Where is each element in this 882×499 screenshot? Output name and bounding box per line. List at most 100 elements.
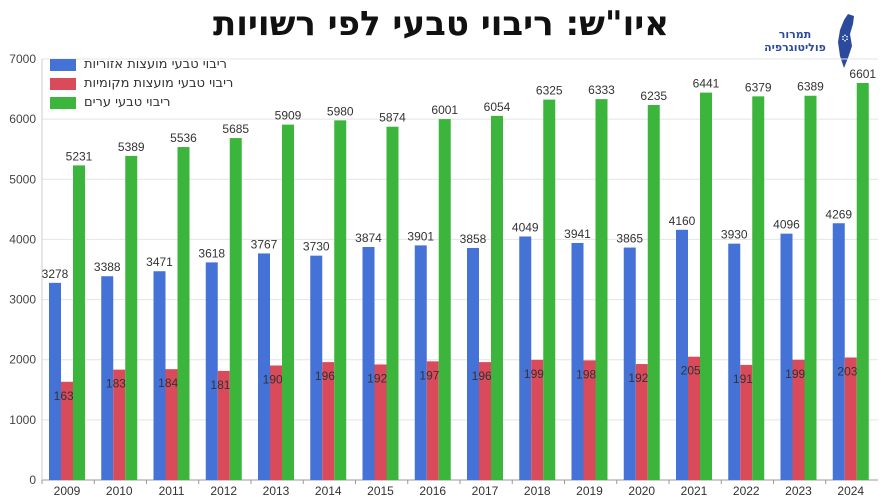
legend-swatch <box>50 77 76 90</box>
x-tick-label: 2023 <box>785 484 812 498</box>
bar <box>804 95 817 480</box>
bar <box>571 242 584 480</box>
data-label: 6441 <box>693 77 720 91</box>
bar <box>491 115 503 480</box>
bar <box>543 99 556 480</box>
page-title: איו"ש: ריבוי טבעי לפי רשויות <box>212 4 670 44</box>
bar <box>153 271 166 480</box>
data-label: 3941 <box>564 227 591 241</box>
bar <box>217 370 230 480</box>
bar <box>229 138 242 480</box>
data-label: 6379 <box>745 80 772 94</box>
bar <box>270 365 282 480</box>
y-tick-label: 5000 <box>9 172 36 186</box>
data-label: 5231 <box>66 149 93 163</box>
bar <box>856 82 869 480</box>
bar <box>623 247 636 480</box>
logo-text: תמרור פוליטוגרפיה <box>754 28 836 54</box>
bar <box>205 262 218 480</box>
y-tick-label: 2000 <box>9 353 36 367</box>
data-label: 5685 <box>222 122 249 136</box>
x-tick-label: 2024 <box>837 484 864 498</box>
data-label: 4160 <box>669 214 696 228</box>
logo-line-2: פוליטוגרפיה <box>764 41 826 54</box>
x-tick-label: 2021 <box>681 484 708 498</box>
data-label: 4049 <box>512 220 539 234</box>
x-tick-label: 2019 <box>576 484 603 498</box>
bar <box>101 276 114 480</box>
x-tick-label: 2020 <box>628 484 655 498</box>
data-label: 3865 <box>616 232 643 246</box>
bar <box>49 282 61 480</box>
bar <box>531 359 544 480</box>
data-label: 5909 <box>275 109 302 123</box>
bar <box>282 124 294 481</box>
legend-swatch <box>50 58 76 71</box>
x-tick-label: 2014 <box>315 484 342 498</box>
data-label: 5536 <box>170 131 197 145</box>
bar <box>426 361 439 480</box>
bar <box>688 356 700 480</box>
x-tick-label: 2022 <box>733 484 760 498</box>
y-tick-label: 7000 <box>9 52 36 66</box>
bar <box>780 233 793 480</box>
bar <box>177 147 190 481</box>
bar <box>322 362 335 480</box>
bar <box>792 359 805 480</box>
bar <box>479 362 491 480</box>
data-label: 3471 <box>146 255 173 269</box>
bar <box>832 223 845 481</box>
data-label: 3767 <box>251 237 278 251</box>
bar <box>676 229 688 480</box>
data-label: 6235 <box>640 89 667 103</box>
x-tick-label: 2012 <box>210 484 237 498</box>
legend-label: ריבוי טבעי מועצות מקומיות <box>84 76 234 91</box>
bar <box>752 96 765 480</box>
x-tick-label: 2017 <box>472 484 499 498</box>
data-label: 3730 <box>303 240 330 254</box>
bar <box>334 120 347 481</box>
y-tick-label: 6000 <box>9 112 36 126</box>
data-label: 6601 <box>849 67 876 81</box>
bar <box>728 243 741 480</box>
data-label: 5874 <box>379 111 406 125</box>
x-tick-label: 2011 <box>159 484 185 498</box>
logo-line-1: תמרור <box>778 28 812 41</box>
legend-swatch <box>50 96 76 109</box>
x-tick-label: 2016 <box>419 484 446 498</box>
data-label: 6389 <box>797 80 824 94</box>
data-label: 3930 <box>721 228 748 242</box>
data-label: 6325 <box>536 84 563 98</box>
data-label: 3901 <box>407 229 434 243</box>
legend: ריבוי טבעי מועצות אזוריות ריבוי טבעי מועצ… <box>50 55 233 112</box>
bar <box>73 165 85 481</box>
data-label: 3278 <box>42 267 69 281</box>
bar <box>61 381 73 480</box>
bar <box>386 126 399 480</box>
bar <box>165 369 178 480</box>
legend-item: ריבוי טבעי מועצות מקומיות <box>50 74 233 93</box>
data-label: 6333 <box>588 83 615 97</box>
bar <box>700 92 712 480</box>
bar <box>125 155 138 480</box>
data-label: 6054 <box>484 100 511 114</box>
x-tick-label: 2015 <box>367 484 394 498</box>
bar <box>438 119 451 481</box>
data-label: 5389 <box>118 140 145 154</box>
y-tick-label: 0 <box>29 473 36 487</box>
data-label: 5980 <box>327 104 354 118</box>
data-label: 3618 <box>198 246 225 260</box>
data-label: 3858 <box>460 232 487 246</box>
legend-label: ריבוי טבעי ערים <box>84 95 171 110</box>
bar <box>595 99 608 480</box>
bar <box>113 369 126 480</box>
bar <box>467 247 479 480</box>
x-tick-label: 2018 <box>524 484 551 498</box>
bar <box>635 364 648 480</box>
x-tick-label: 2013 <box>263 484 290 498</box>
data-label: 4096 <box>773 218 800 232</box>
israel-map-logo-icon <box>838 14 854 68</box>
data-label: 3874 <box>355 231 382 245</box>
data-label: 3388 <box>94 260 121 274</box>
bar <box>374 364 387 480</box>
